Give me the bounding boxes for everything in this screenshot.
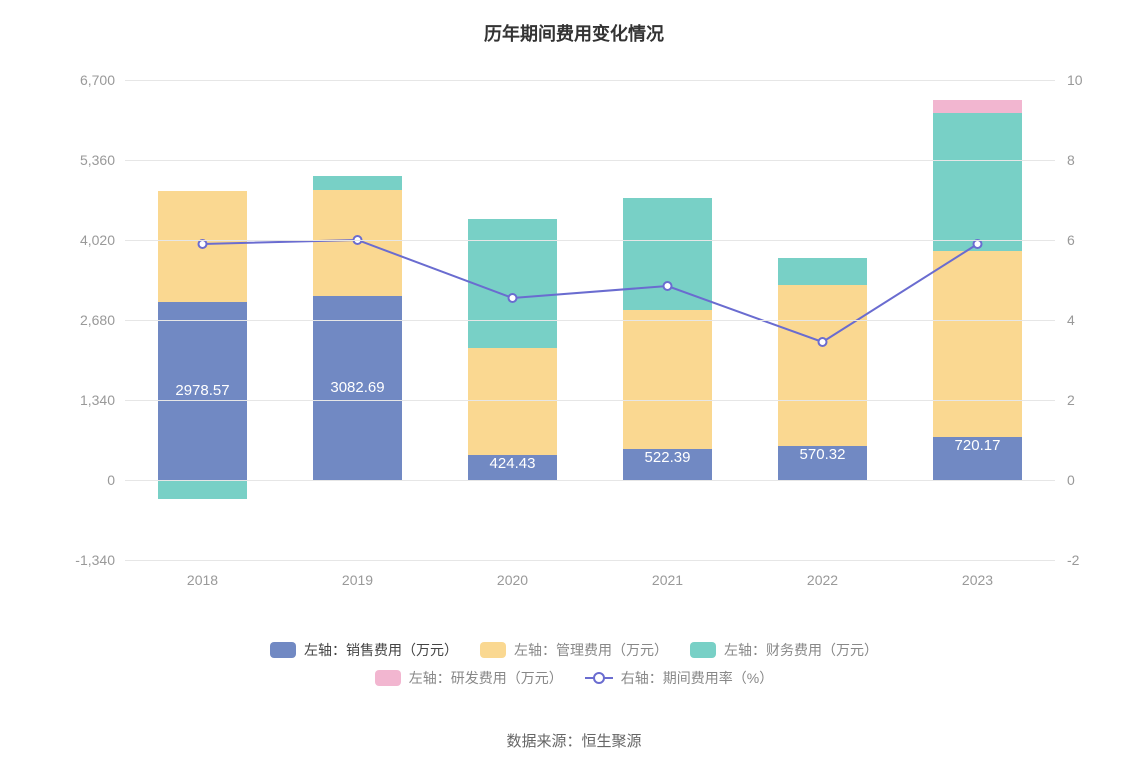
x-tick-label: 2019 (342, 572, 373, 588)
y-right-tick-label: 10 (1067, 72, 1107, 88)
grid-line (125, 480, 1055, 481)
legend-swatch (690, 642, 716, 658)
legend-row: 左轴：研发费用（万元） 右轴：期间费用率（%） (0, 668, 1148, 688)
bar-segment-admin (313, 190, 403, 296)
x-tick-label: 2021 (652, 572, 683, 588)
bar-segment-sales (313, 296, 403, 480)
y-right-tick-label: -2 (1067, 552, 1107, 568)
y-right-tick-label: 4 (1067, 312, 1107, 328)
data-source: 数据来源：恒生聚源 (0, 730, 1148, 751)
x-tick-label: 2020 (497, 572, 528, 588)
x-tick-label: 2018 (187, 572, 218, 588)
legend-item[interactable]: 左轴：管理费用（万元） (480, 640, 668, 660)
chart-container: 历年期间费用变化情况 720.17570.32522.39424.433082.… (0, 0, 1148, 776)
legend-label: 左轴：管理费用（万元） (514, 640, 668, 660)
grid-line (125, 160, 1055, 161)
bar-segment-sales (158, 302, 248, 480)
grid-line (125, 400, 1055, 401)
y-right-tick-label: 8 (1067, 152, 1107, 168)
grid-line (125, 560, 1055, 561)
legend-label: 右轴：期间费用率（%） (621, 668, 773, 688)
y-right-tick-label: 2 (1067, 392, 1107, 408)
y-left-tick-label: -1,340 (55, 552, 115, 568)
y-right-tick-label: 6 (1067, 232, 1107, 248)
legend-label: 左轴：销售费用（万元） (304, 640, 458, 660)
legend-label: 左轴：研发费用（万元） (409, 668, 563, 688)
grid-line (125, 80, 1055, 81)
legend-row: 左轴：销售费用（万元） 左轴：管理费用（万元） 左轴：财务费用（万元） (0, 640, 1148, 660)
bar-segment-finance (623, 198, 713, 310)
bar-segment-admin (778, 285, 868, 446)
legend-label: 左轴：财务费用（万元） (724, 640, 878, 660)
y-left-tick-label: 4,020 (55, 232, 115, 248)
bar-segment-finance (933, 113, 1023, 250)
legend-swatch (270, 642, 296, 658)
y-right-tick-label: 0 (1067, 472, 1107, 488)
bar-segment-admin (623, 310, 713, 449)
legend-item[interactable]: 左轴：研发费用（万元） (375, 668, 563, 688)
bar-segment-admin (933, 251, 1023, 437)
chart-title: 历年期间费用变化情况 (0, 20, 1148, 46)
legend-swatch (480, 642, 506, 658)
legend: 左轴：销售费用（万元） 左轴：管理费用（万元） 左轴：财务费用（万元） 左轴：研发费用… (0, 640, 1148, 696)
grid-line (125, 320, 1055, 321)
x-tick-label: 2023 (962, 572, 993, 588)
bar-segment-finance (778, 258, 868, 285)
bar-segment-admin (468, 348, 558, 454)
bar-segment-rd (933, 100, 1023, 114)
bar-segment-finance (313, 176, 403, 190)
bar-segment-sales (468, 455, 558, 480)
bar-segment-finance (158, 480, 248, 499)
bar-segment-sales (778, 446, 868, 480)
bar-segment-sales (623, 449, 713, 480)
bar-segment-sales (933, 437, 1023, 480)
legend-item[interactable]: 右轴：期间费用率（%） (585, 668, 773, 688)
bar-segment-finance (468, 219, 558, 349)
legend-swatch (585, 670, 613, 686)
y-left-tick-label: 6,700 (55, 72, 115, 88)
grid-line (125, 240, 1055, 241)
legend-swatch (375, 670, 401, 686)
legend-item[interactable]: 左轴：财务费用（万元） (690, 640, 878, 660)
y-left-tick-label: 0 (55, 472, 115, 488)
x-tick-label: 2022 (807, 572, 838, 588)
plot-area: 720.17570.32522.39424.433082.692978.57 (125, 80, 1055, 560)
y-left-tick-label: 1,340 (55, 392, 115, 408)
legend-item[interactable]: 左轴：销售费用（万元） (270, 640, 458, 660)
y-left-tick-label: 2,680 (55, 312, 115, 328)
y-left-tick-label: 5,360 (55, 152, 115, 168)
bar-segment-admin (158, 191, 248, 303)
